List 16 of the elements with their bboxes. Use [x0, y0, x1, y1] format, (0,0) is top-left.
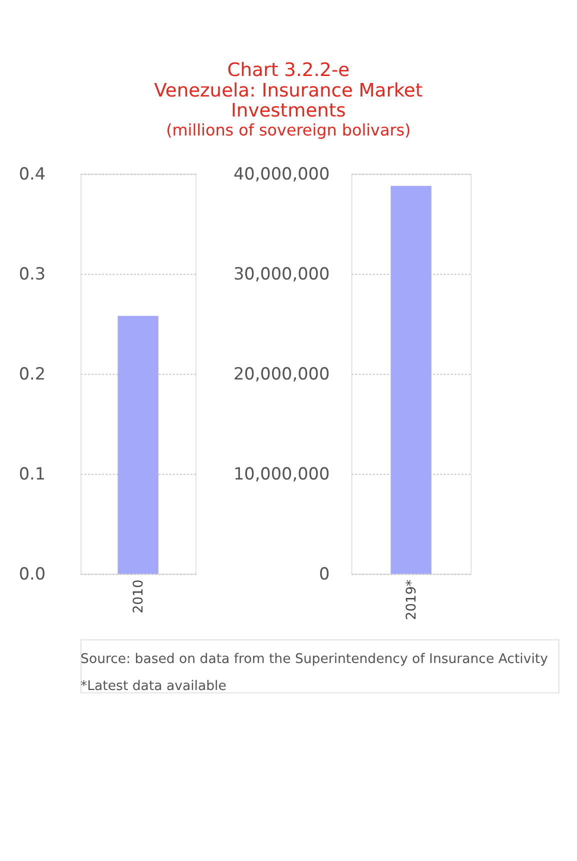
x-tick-label: 2019* — [404, 579, 420, 620]
y-tick-label: 20,000,000 — [233, 364, 330, 384]
y-tick-label: 0 — [318, 564, 330, 584]
x-tick-label: 2010 — [131, 580, 146, 614]
y-tick-label: 0.3 — [18, 264, 46, 284]
text: (millions of sovereign bolivars) — [166, 120, 411, 140]
y-tick-label: 10,000,000 — [233, 464, 330, 484]
text: Chart 3.2.2-e Venezuela: Insurance Market Investments — [154, 60, 423, 122]
y-tick-label: 0.1 — [18, 464, 46, 484]
y-tick-label: 0.2 — [18, 364, 46, 384]
text: *Latest data available — [80, 678, 226, 694]
source-note: Source: based on data from the Superintendency of Insurance Activity — [80, 652, 548, 668]
y-tick-label: 0.4 — [18, 164, 46, 184]
y-tick-label: 0.0 — [18, 564, 46, 584]
y-tick-label: 30,000,000 — [233, 264, 330, 284]
y-tick-label: 40,000,000 — [233, 164, 330, 184]
